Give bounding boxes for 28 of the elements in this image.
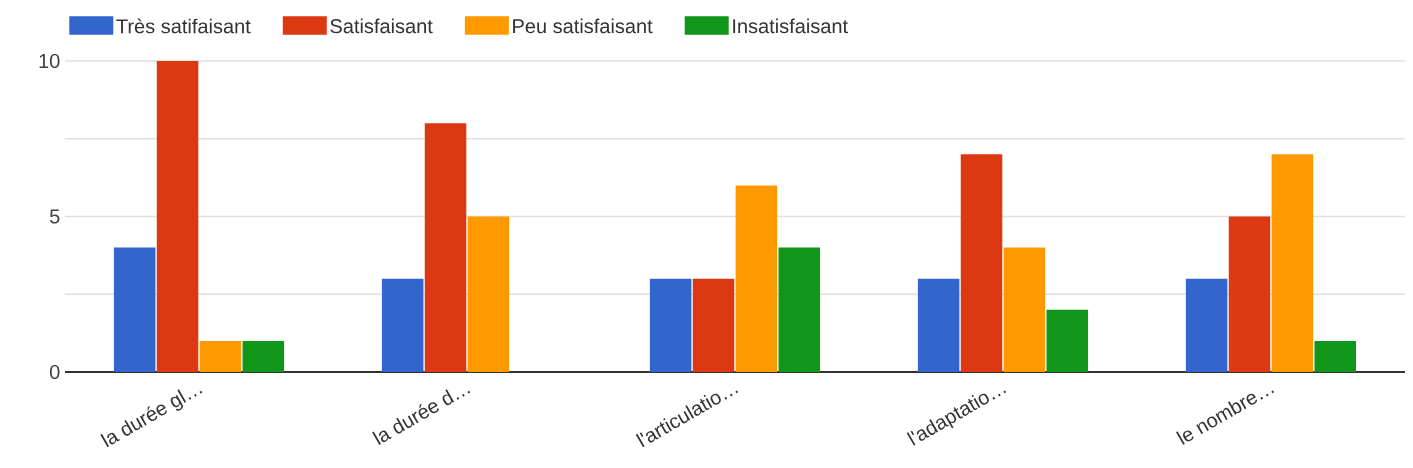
x-tick-label: la durée d… bbox=[372, 389, 471, 445]
y-tick-label: 10 bbox=[39, 53, 60, 69]
bar bbox=[156, 61, 199, 372]
bar bbox=[1185, 278, 1228, 372]
bar bbox=[735, 185, 778, 372]
bar bbox=[1003, 247, 1046, 372]
bar bbox=[692, 278, 735, 372]
bar bbox=[917, 278, 960, 372]
bar bbox=[778, 247, 821, 372]
x-tick-label: la durée gl… bbox=[100, 389, 203, 448]
bar bbox=[467, 216, 510, 372]
legend-label: Insatisfaisant bbox=[733, 18, 848, 34]
y-tick-label: 0 bbox=[49, 364, 60, 380]
bar bbox=[1314, 340, 1357, 372]
legend-label: Satisfaisant bbox=[330, 18, 433, 34]
y-tick-label: 5 bbox=[49, 209, 60, 224]
bar bbox=[113, 247, 156, 372]
bar bbox=[1228, 216, 1271, 372]
bar bbox=[960, 154, 1003, 372]
bar bbox=[1046, 309, 1089, 372]
legend-label: Peu satisfaisant bbox=[513, 18, 653, 34]
bar bbox=[199, 340, 242, 372]
bar bbox=[242, 340, 285, 372]
legend-label: Très satifaisant bbox=[116, 18, 251, 34]
bar bbox=[1271, 154, 1314, 372]
bar bbox=[649, 278, 692, 372]
bar bbox=[381, 278, 424, 372]
bar bbox=[424, 123, 467, 372]
